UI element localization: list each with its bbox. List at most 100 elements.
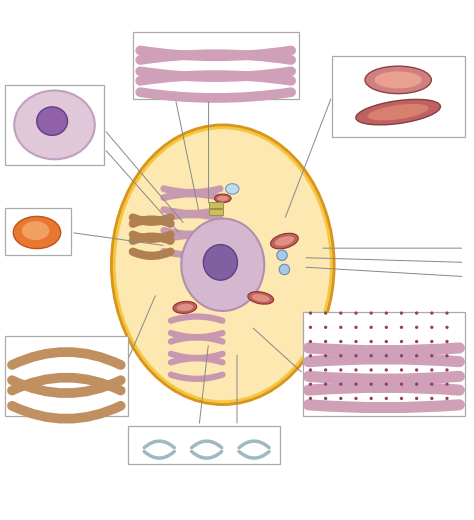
FancyArrowPatch shape	[140, 92, 291, 98]
Ellipse shape	[339, 383, 343, 386]
FancyArrowPatch shape	[171, 375, 222, 379]
FancyArrowPatch shape	[164, 194, 220, 198]
Ellipse shape	[173, 302, 197, 314]
Ellipse shape	[430, 368, 434, 372]
Ellipse shape	[339, 397, 343, 400]
Ellipse shape	[446, 397, 449, 400]
Ellipse shape	[365, 66, 431, 94]
FancyArrowPatch shape	[164, 189, 220, 192]
Bar	[209, 202, 223, 208]
Ellipse shape	[370, 397, 373, 400]
Ellipse shape	[355, 340, 358, 343]
Ellipse shape	[415, 326, 419, 329]
Ellipse shape	[217, 196, 228, 201]
Ellipse shape	[430, 383, 434, 386]
Ellipse shape	[385, 397, 388, 400]
FancyArrowPatch shape	[144, 451, 174, 458]
Ellipse shape	[116, 129, 330, 400]
Ellipse shape	[309, 340, 312, 343]
Ellipse shape	[385, 354, 388, 357]
Ellipse shape	[415, 311, 419, 315]
Ellipse shape	[339, 340, 343, 343]
Ellipse shape	[400, 340, 403, 343]
Ellipse shape	[226, 184, 239, 194]
Bar	[303, 312, 465, 417]
Ellipse shape	[324, 368, 327, 372]
FancyArrowPatch shape	[164, 251, 220, 255]
Bar	[332, 56, 465, 137]
FancyArrowPatch shape	[309, 348, 459, 351]
FancyArrowPatch shape	[164, 230, 220, 235]
Ellipse shape	[400, 311, 403, 315]
FancyArrowPatch shape	[309, 359, 459, 362]
FancyArrowPatch shape	[164, 210, 220, 213]
FancyArrowPatch shape	[133, 237, 171, 241]
Ellipse shape	[339, 354, 343, 357]
Ellipse shape	[324, 326, 327, 329]
Bar	[128, 426, 280, 464]
FancyArrowPatch shape	[12, 352, 121, 365]
FancyArrowPatch shape	[140, 50, 291, 56]
Ellipse shape	[374, 71, 422, 88]
FancyArrowPatch shape	[164, 215, 220, 218]
Ellipse shape	[252, 294, 270, 302]
FancyArrowPatch shape	[144, 441, 174, 448]
Ellipse shape	[339, 311, 343, 315]
Ellipse shape	[370, 368, 373, 372]
Ellipse shape	[446, 368, 449, 372]
Ellipse shape	[446, 354, 449, 357]
Ellipse shape	[339, 326, 343, 329]
Ellipse shape	[203, 244, 237, 280]
Ellipse shape	[248, 292, 273, 304]
Ellipse shape	[415, 397, 419, 400]
Ellipse shape	[22, 221, 49, 240]
FancyArrowPatch shape	[133, 219, 171, 224]
FancyArrowPatch shape	[12, 378, 121, 391]
Bar	[133, 32, 299, 99]
FancyArrowPatch shape	[171, 354, 222, 358]
Ellipse shape	[324, 340, 327, 343]
FancyArrowPatch shape	[171, 337, 222, 342]
Ellipse shape	[324, 354, 327, 357]
Ellipse shape	[430, 354, 434, 357]
Bar	[5, 85, 104, 165]
Ellipse shape	[446, 383, 449, 386]
Ellipse shape	[111, 125, 334, 405]
Ellipse shape	[385, 340, 388, 343]
FancyArrowPatch shape	[133, 217, 171, 222]
Ellipse shape	[400, 354, 403, 357]
Ellipse shape	[355, 397, 358, 400]
Ellipse shape	[355, 326, 358, 329]
FancyArrowPatch shape	[309, 405, 459, 408]
FancyArrowPatch shape	[140, 75, 291, 81]
FancyArrowPatch shape	[171, 333, 222, 337]
FancyArrowPatch shape	[309, 387, 459, 390]
Ellipse shape	[356, 99, 440, 125]
Ellipse shape	[415, 368, 419, 372]
FancyArrowPatch shape	[140, 71, 291, 77]
Ellipse shape	[309, 368, 312, 372]
Ellipse shape	[355, 311, 358, 315]
Ellipse shape	[400, 397, 403, 400]
Ellipse shape	[430, 326, 434, 329]
FancyArrowPatch shape	[12, 380, 121, 393]
FancyArrowPatch shape	[171, 317, 222, 321]
Ellipse shape	[309, 354, 312, 357]
Ellipse shape	[37, 107, 68, 135]
FancyArrowPatch shape	[191, 441, 222, 448]
Bar	[5, 208, 71, 255]
Ellipse shape	[271, 233, 298, 249]
FancyArrowPatch shape	[239, 441, 269, 448]
Ellipse shape	[279, 264, 290, 275]
Ellipse shape	[400, 383, 403, 386]
Ellipse shape	[446, 340, 449, 343]
Ellipse shape	[13, 216, 61, 249]
Bar	[5, 336, 128, 417]
Ellipse shape	[400, 326, 403, 329]
Ellipse shape	[368, 104, 428, 120]
FancyArrowPatch shape	[164, 236, 220, 239]
Ellipse shape	[324, 397, 327, 400]
Ellipse shape	[309, 383, 312, 386]
Ellipse shape	[370, 383, 373, 386]
FancyArrowPatch shape	[239, 451, 269, 458]
